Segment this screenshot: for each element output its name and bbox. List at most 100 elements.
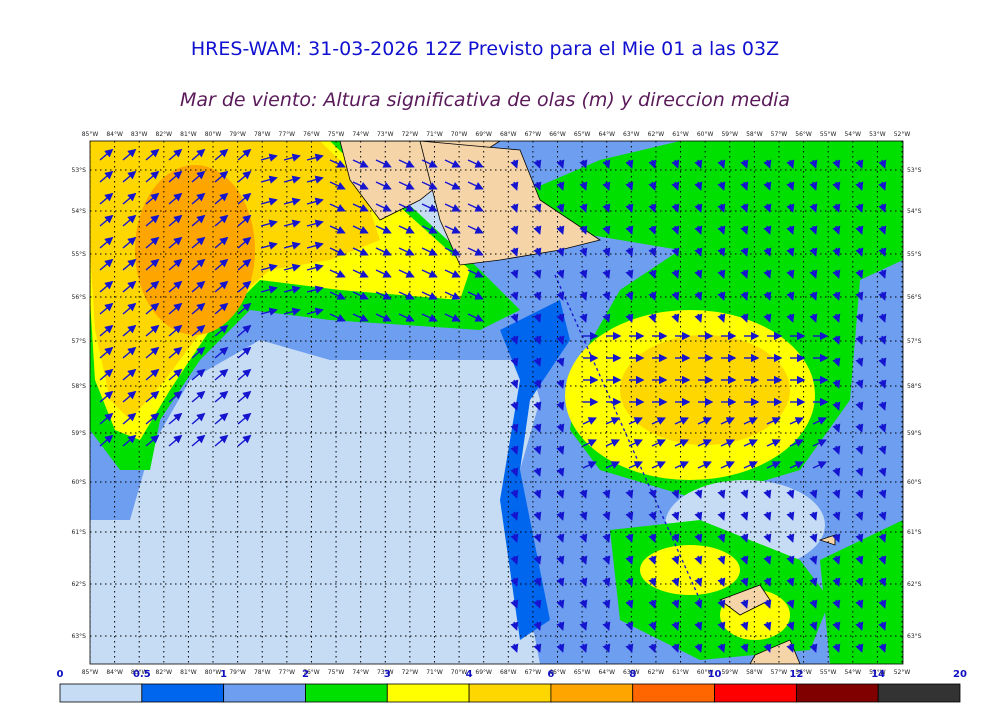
wave-direction-arrow: [556, 445, 565, 455]
colorbar-level: 3: [384, 669, 391, 680]
wave-direction-arrow: [763, 313, 772, 323]
wave-direction-arrow: [145, 214, 160, 227]
wave-direction-arrow: [329, 269, 346, 278]
lat-label-left: 56°S: [72, 294, 87, 301]
wave-direction-arrow: [743, 417, 758, 425]
lat-label-left: 55°S: [72, 251, 87, 258]
wave-direction-arrow: [375, 203, 392, 212]
wave-direction-arrow: [743, 461, 758, 469]
wave-direction-arrow: [740, 555, 749, 565]
wave-direction-arrow: [809, 599, 818, 609]
wave-direction-arrow: [533, 357, 542, 367]
wave-direction-arrow: [625, 621, 634, 631]
wave-direction-arrow: [625, 555, 634, 565]
wave-direction-arrow: [832, 357, 841, 367]
wave-direction-arrow: [648, 225, 657, 235]
wave-direction-arrow: [602, 313, 611, 323]
wave-direction-arrow: [329, 203, 346, 212]
wave-direction-arrow: [510, 577, 519, 587]
wave-direction-arrow: [191, 280, 206, 293]
colorbar-level: 1: [220, 669, 227, 680]
wave-direction-arrow: [740, 599, 749, 609]
wave-direction-arrow: [579, 621, 588, 631]
lon-label-bottom: 71°W: [426, 669, 443, 676]
lon-label-bottom: 66°W: [549, 669, 566, 676]
lon-label-bottom: 58°W: [746, 669, 763, 676]
wave-direction-arrow: [191, 302, 206, 315]
wave-direction-arrow: [832, 181, 841, 191]
lat-label-left: 57°S: [72, 338, 87, 345]
wave-direction-arrow: [329, 159, 346, 168]
wave-direction-arrow: [533, 203, 542, 213]
wave-direction-arrow: [237, 302, 252, 315]
wave-direction-arrow: [740, 313, 749, 323]
lon-label-bottom: 64°W: [598, 669, 615, 676]
wave-direction-arrow: [237, 346, 252, 359]
wave-direction-arrow: [168, 258, 183, 271]
wave-direction-arrow: [648, 181, 657, 191]
wave-direction-arrow: [556, 247, 565, 257]
wave-direction-arrow: [260, 285, 278, 294]
wave-direction-arrow: [122, 170, 137, 183]
wave-direction-arrow: [602, 181, 611, 191]
wave-direction-arrow: [763, 181, 772, 191]
wave-direction-arrow: [556, 511, 565, 521]
wave-direction-arrow: [237, 390, 252, 403]
wave-direction-arrow: [556, 577, 565, 587]
wave-direction-arrow: [579, 313, 588, 323]
wave-direction-arrow: [855, 621, 864, 631]
colorbar-level: 8: [629, 669, 636, 680]
wave-direction-arrow: [786, 621, 795, 631]
lat-label-right: 60°S: [907, 479, 922, 486]
lon-label-top: 74°W: [352, 131, 369, 138]
colorbar-bin: [550, 683, 634, 703]
lat-label-left: 60°S: [72, 479, 87, 486]
wave-direction-arrow: [605, 417, 620, 425]
wave-direction-arrow: [352, 247, 369, 256]
wave-direction-arrow: [191, 324, 206, 337]
wave-direction-arrow: [352, 225, 369, 234]
wave-direction-arrow: [283, 241, 301, 250]
lon-label-top: 75°W: [328, 131, 345, 138]
wave-direction-arrow: [786, 643, 795, 653]
wave-direction-arrow: [398, 269, 415, 278]
wave-direction-arrow: [237, 368, 252, 381]
wave-direction-arrow: [214, 390, 229, 403]
wave-direction-arrow: [260, 307, 278, 316]
wave-direction-arrow: [191, 412, 206, 425]
lon-label-bottom: 68°W: [500, 669, 517, 676]
wave-direction-arrow: [467, 269, 484, 278]
wave-direction-arrow: [398, 203, 415, 212]
wave-direction-arrow: [260, 263, 278, 272]
wave-direction-arrow: [766, 417, 781, 425]
wave-direction-arrow: [625, 643, 634, 653]
wave-direction-arrow: [444, 313, 461, 322]
wave-direction-arrow: [99, 236, 114, 249]
wave-direction-arrow: [168, 346, 183, 359]
wave-direction-arrow: [740, 269, 749, 279]
wave-direction-arrow: [398, 225, 415, 234]
lon-label-top: 69°W: [475, 131, 492, 138]
wave-direction-arrow: [717, 313, 726, 323]
wave-direction-arrow: [444, 291, 461, 300]
wave-direction-arrow: [556, 467, 565, 477]
colorbar-level: 12: [789, 669, 803, 680]
wave-direction-arrow: [625, 159, 634, 169]
wave-direction-arrow: [878, 445, 887, 455]
wave-direction-arrow: [582, 417, 597, 425]
wave-direction-arrow: [375, 269, 392, 278]
wave-direction-arrow: [602, 643, 611, 653]
lon-label-top: 53°W: [869, 131, 886, 138]
wave-direction-arrow: [579, 599, 588, 609]
wave-direction-arrow: [832, 291, 841, 301]
lon-label-bottom: 52°W: [894, 669, 911, 676]
wave-direction-arrow: [763, 621, 772, 631]
wave-direction-arrow: [237, 324, 252, 337]
lat-label-right: 53°S: [907, 167, 922, 174]
wave-direction-arrow: [740, 159, 749, 169]
wave-direction-arrow: [579, 291, 588, 301]
wave-direction-arrow: [832, 511, 841, 521]
wave-direction-arrow: [671, 511, 680, 521]
wave-direction-arrow: [329, 225, 346, 234]
